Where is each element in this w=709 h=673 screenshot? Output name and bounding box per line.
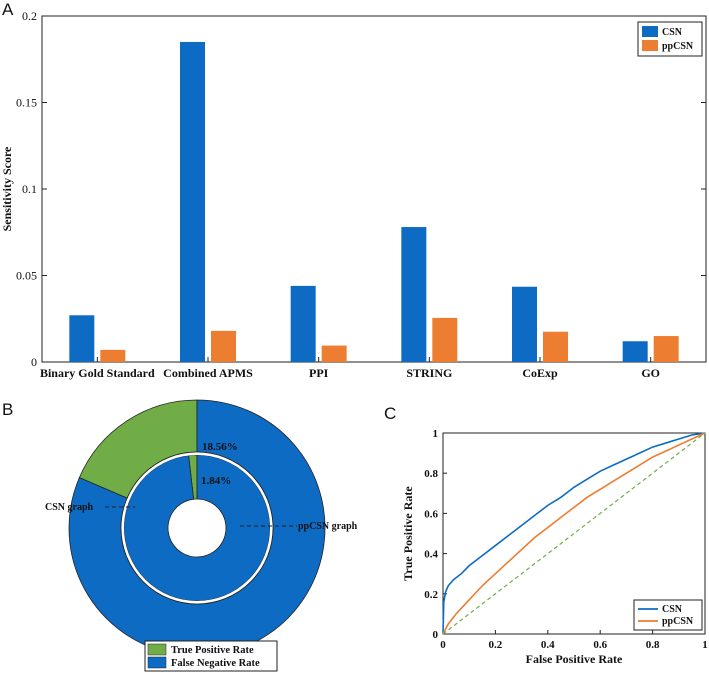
bar-csn [622,341,648,362]
x-tick-label: GO [641,366,660,380]
donut-legend-box [144,640,278,672]
x-tick-label: 0 [440,639,446,651]
panel-label-a: A [2,0,14,19]
y-tick-label: 0.05 [16,269,37,283]
bar-chart: 0 0.05 0.1 0.15 0.2 Sensitivity Score Binary G… [0,9,707,380]
y-tick-label: 0.1 [22,182,37,196]
donut-separator-edge [120,451,274,605]
x-tick-label: 0.6 [593,639,607,651]
roc-frame [442,432,706,635]
x-tick-label: 0.4 [541,639,555,651]
roc-line-csn [442,432,706,635]
donut-chart: 18.56% 1.84% CSN graph ppCSN graph True Posi… [45,399,358,672]
donut-outer-percent-label: 18.56% [202,441,238,453]
donut-legend-label: False Negative Rate [171,658,260,669]
bar-ppcsn [100,349,126,362]
panel-label-c: C [384,404,397,423]
legend-label: ppCSN [662,41,694,52]
y-tick-label: 1 [433,428,439,440]
plot-frame [41,15,707,363]
y-tick-label: 0.8 [424,468,438,480]
bar-ppcsn [321,345,347,362]
legend-box [637,21,703,57]
panel-label-b: B [2,400,14,419]
x-tick-label: STRING [406,366,452,380]
donut-inner-percent-label: 1.84% [201,475,231,487]
roc-legend-label: CSN [662,604,683,615]
legend-swatch [642,40,658,51]
y-tick-label: 0.4 [424,549,438,561]
donut-inner-fnr-segment [123,454,271,602]
bar-ppcsn [432,317,458,362]
y-axis-label: True Positive Rate [401,486,415,581]
legend-swatch [642,26,658,37]
y-axis-label: Sensitivity Score [0,146,14,231]
bar-ppcsn [543,331,568,362]
roc-legend-box [633,599,703,631]
callout-csn-label: CSN graph [45,502,94,513]
roc-legend-label: ppCSN [662,616,694,627]
y-tick-label: 0.2 [22,9,37,23]
x-tick-label: 0.8 [646,639,660,651]
x-tick-label: CoExp [522,366,558,380]
bar-ppcsn [211,330,236,362]
bar-csn [512,286,537,362]
x-tick-label: Combined APMS [163,366,253,380]
roc-line-random [442,432,706,635]
donut-legend-swatch [147,656,167,669]
donut-legend-label: True Positive Rate [171,645,254,656]
bar-csn [69,315,95,362]
x-tick-label: Binary Gold Standard [40,366,155,380]
roc-line-ppcsn [442,432,706,635]
x-tick-label: 1 [702,639,708,651]
callout-ppcsn-label: ppCSN graph [298,521,358,532]
bar-csn [401,227,427,362]
y-tick-label: 0 [31,355,37,369]
donut-legend-swatch [147,643,167,656]
bar-csn [180,41,205,362]
roc-chart: 0 0.2 0.4 0.6 0.8 1 0 0.2 0.4 0.6 0.8 1 False Positi… [401,428,708,666]
x-axis-label: False Positive Rate [526,652,623,666]
y-tick-label: 0 [433,629,439,641]
x-tick-label: 0.2 [489,639,503,651]
y-tick-label: 0.15 [16,96,37,110]
legend-label: CSN [662,27,683,38]
y-tick-label: 0.6 [424,508,438,520]
bar-csn [290,285,316,362]
y-tick-label: 0.2 [424,589,438,601]
x-tick-label: PPI [309,366,329,380]
bar-ppcsn [653,336,679,362]
donut-separator [121,452,273,604]
